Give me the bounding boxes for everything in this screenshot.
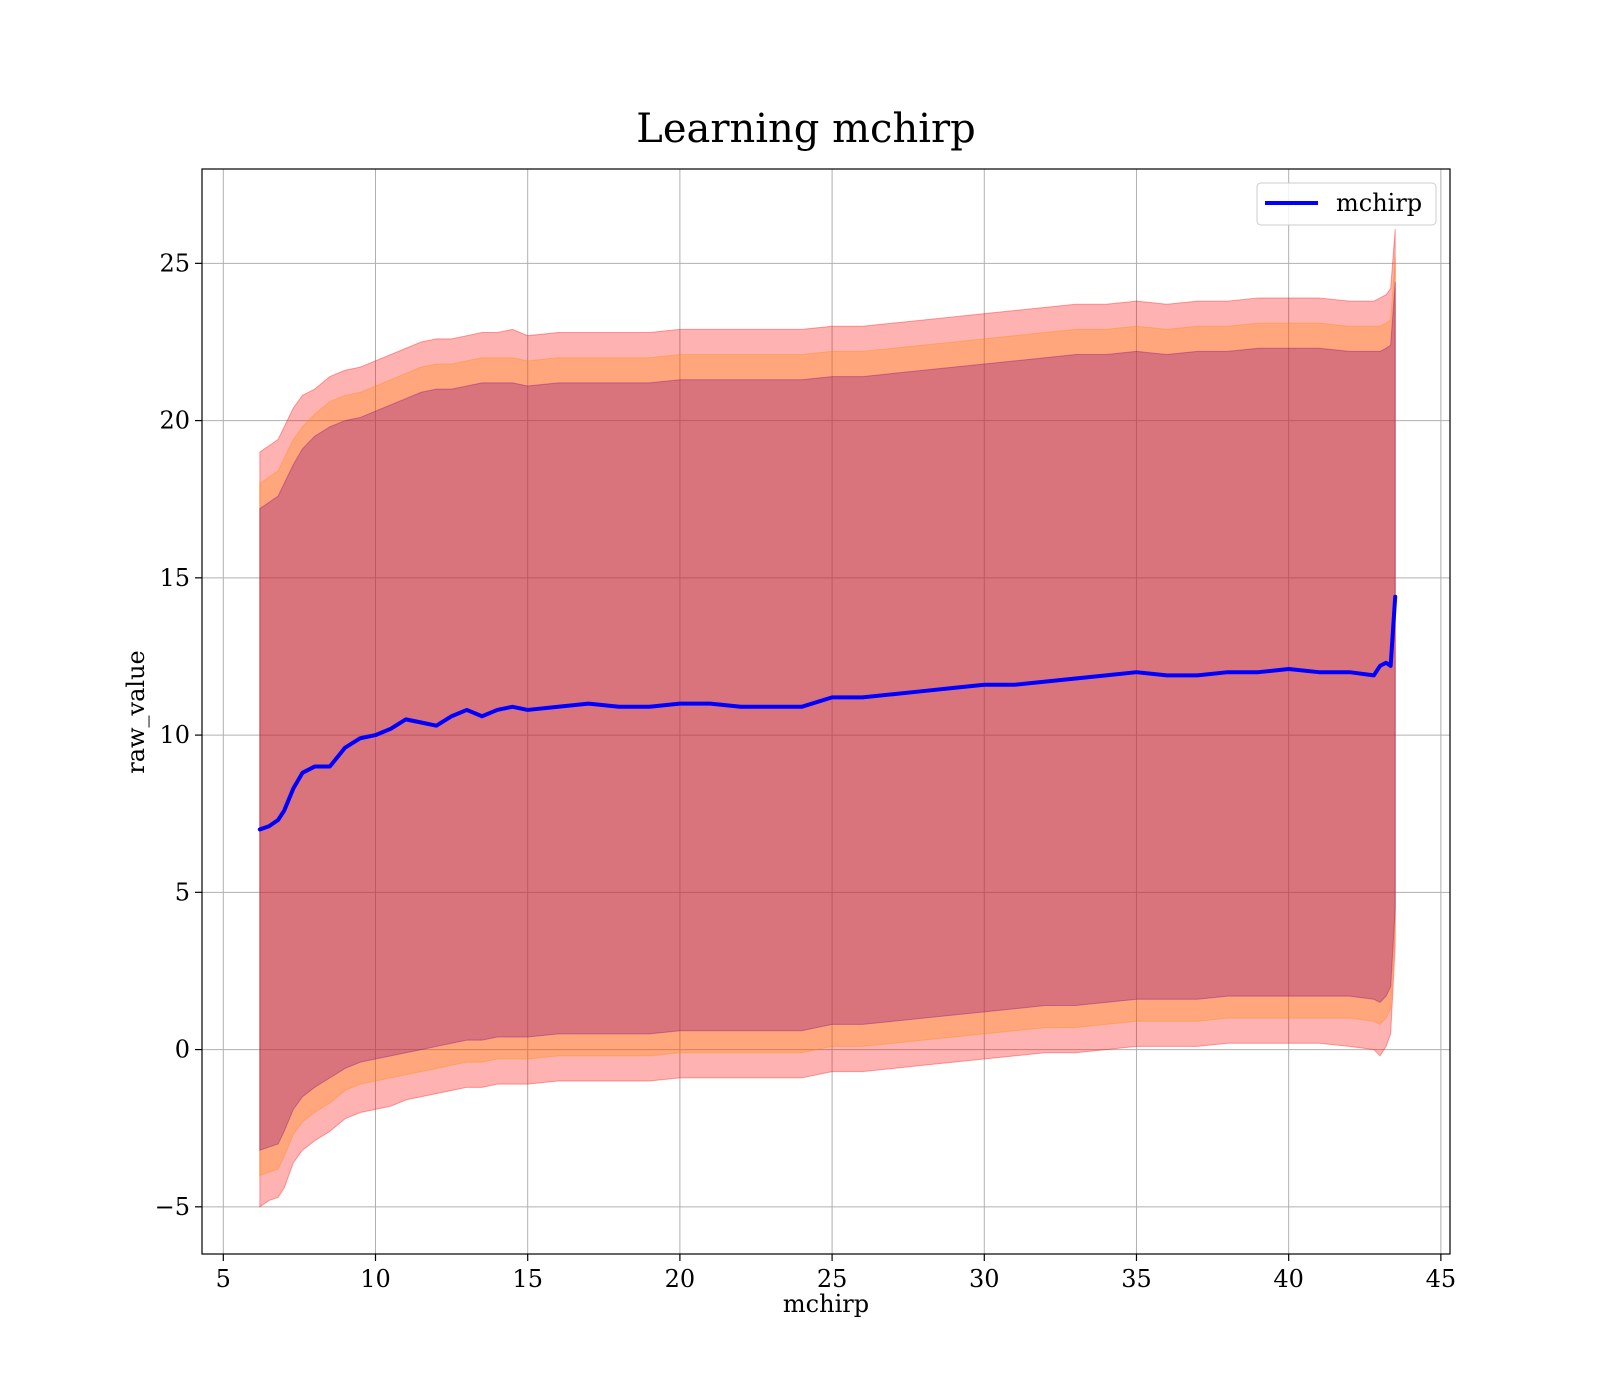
legend-label-mchirp: mchirp — [1336, 189, 1422, 217]
band-outer — [259, 228, 1396, 1208]
y-tick-label-4: 15 — [159, 564, 190, 592]
line-layer — [257, 594, 1398, 832]
x-tick-label-4: 25 — [817, 1265, 848, 1293]
legend: mchirp — [1256, 182, 1437, 226]
grid-layer — [202, 169, 1450, 1254]
y-tick-label-6: 25 — [159, 249, 190, 277]
legend-box — [1256, 182, 1437, 226]
y-tick-label-2: 5 — [175, 878, 190, 906]
plot-frame — [201, 168, 1451, 1255]
band-middle — [259, 257, 1396, 1177]
x-tick-label-5: 30 — [969, 1265, 1000, 1293]
x-tick-label-8: 45 — [1426, 1265, 1457, 1293]
x-tick-label-0: 5 — [216, 1265, 231, 1293]
x-axis-label: mchirp — [783, 1290, 869, 1318]
y-axis-label: raw_value — [122, 650, 150, 774]
x-tick-label-6: 35 — [1121, 1265, 1152, 1293]
x-tick-label-2: 15 — [512, 1265, 543, 1293]
series-line-mchirp — [257, 594, 1398, 832]
y-axis-ticks: −5 0 5 10 15 20 25 — [155, 249, 202, 1221]
chart-title: Learning mchirp — [636, 106, 975, 152]
x-tick-label-3: 20 — [665, 1265, 696, 1293]
y-tick-label-0: −5 — [155, 1193, 190, 1221]
x-tick-label-1: 10 — [360, 1265, 391, 1293]
x-axis-ticks: 5 10 15 20 25 30 35 40 45 — [216, 1254, 1456, 1293]
y-tick-label-5: 20 — [159, 407, 190, 435]
band-layer — [259, 228, 1396, 1208]
y-tick-label-3: 10 — [159, 721, 190, 749]
band-inner — [259, 282, 1396, 1151]
x-tick-label-7: 40 — [1273, 1265, 1304, 1293]
y-tick-label-1: 0 — [175, 1036, 190, 1064]
